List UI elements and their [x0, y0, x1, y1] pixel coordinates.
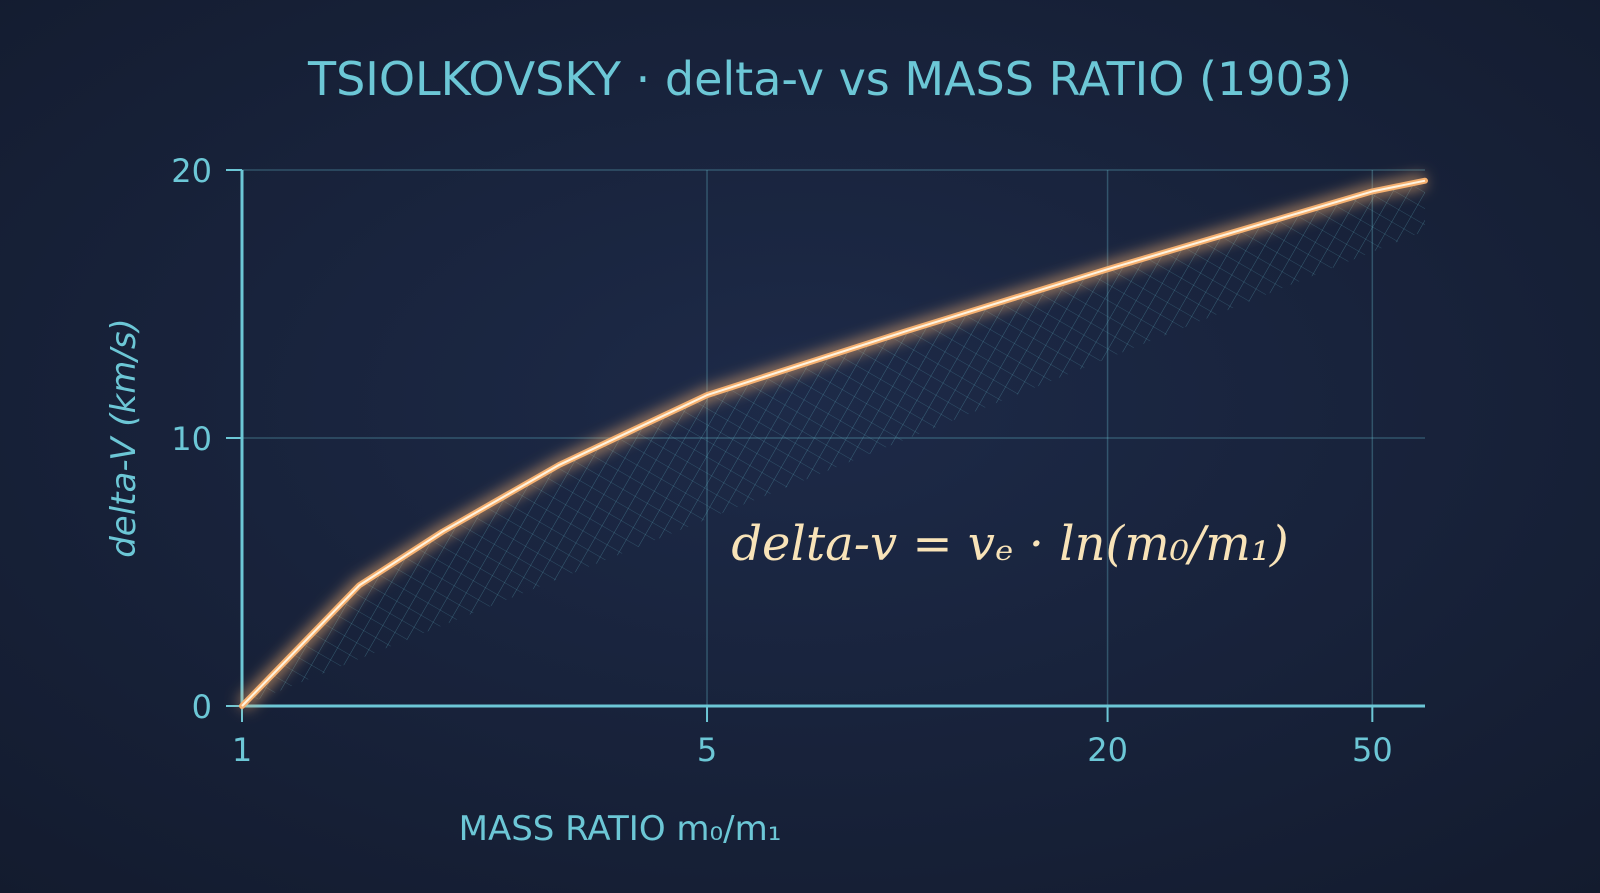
x-tick-label: 5 [697, 731, 717, 769]
y-tick-label: 0 [192, 688, 212, 726]
x-axis-label: MASS RATIO m₀/m₁ [459, 809, 782, 849]
formula-annotation: delta-v = vₑ · ln(m₀/m₁) [731, 516, 1288, 572]
line-highlight [241, 179, 1426, 707]
chart-title: TSIOLKOVSKY · delta-v vs MASS RATIO (190… [307, 52, 1352, 106]
x-tick-label: 20 [1087, 731, 1128, 769]
x-tick-label: 50 [1352, 731, 1393, 769]
y-tick-label: 10 [171, 420, 212, 458]
line-hatch [242, 180, 1425, 706]
y-tick-label: 20 [171, 152, 212, 190]
y-axis-label: delta-V (km/s) [104, 318, 144, 558]
x-tick-label: 1 [232, 731, 252, 769]
